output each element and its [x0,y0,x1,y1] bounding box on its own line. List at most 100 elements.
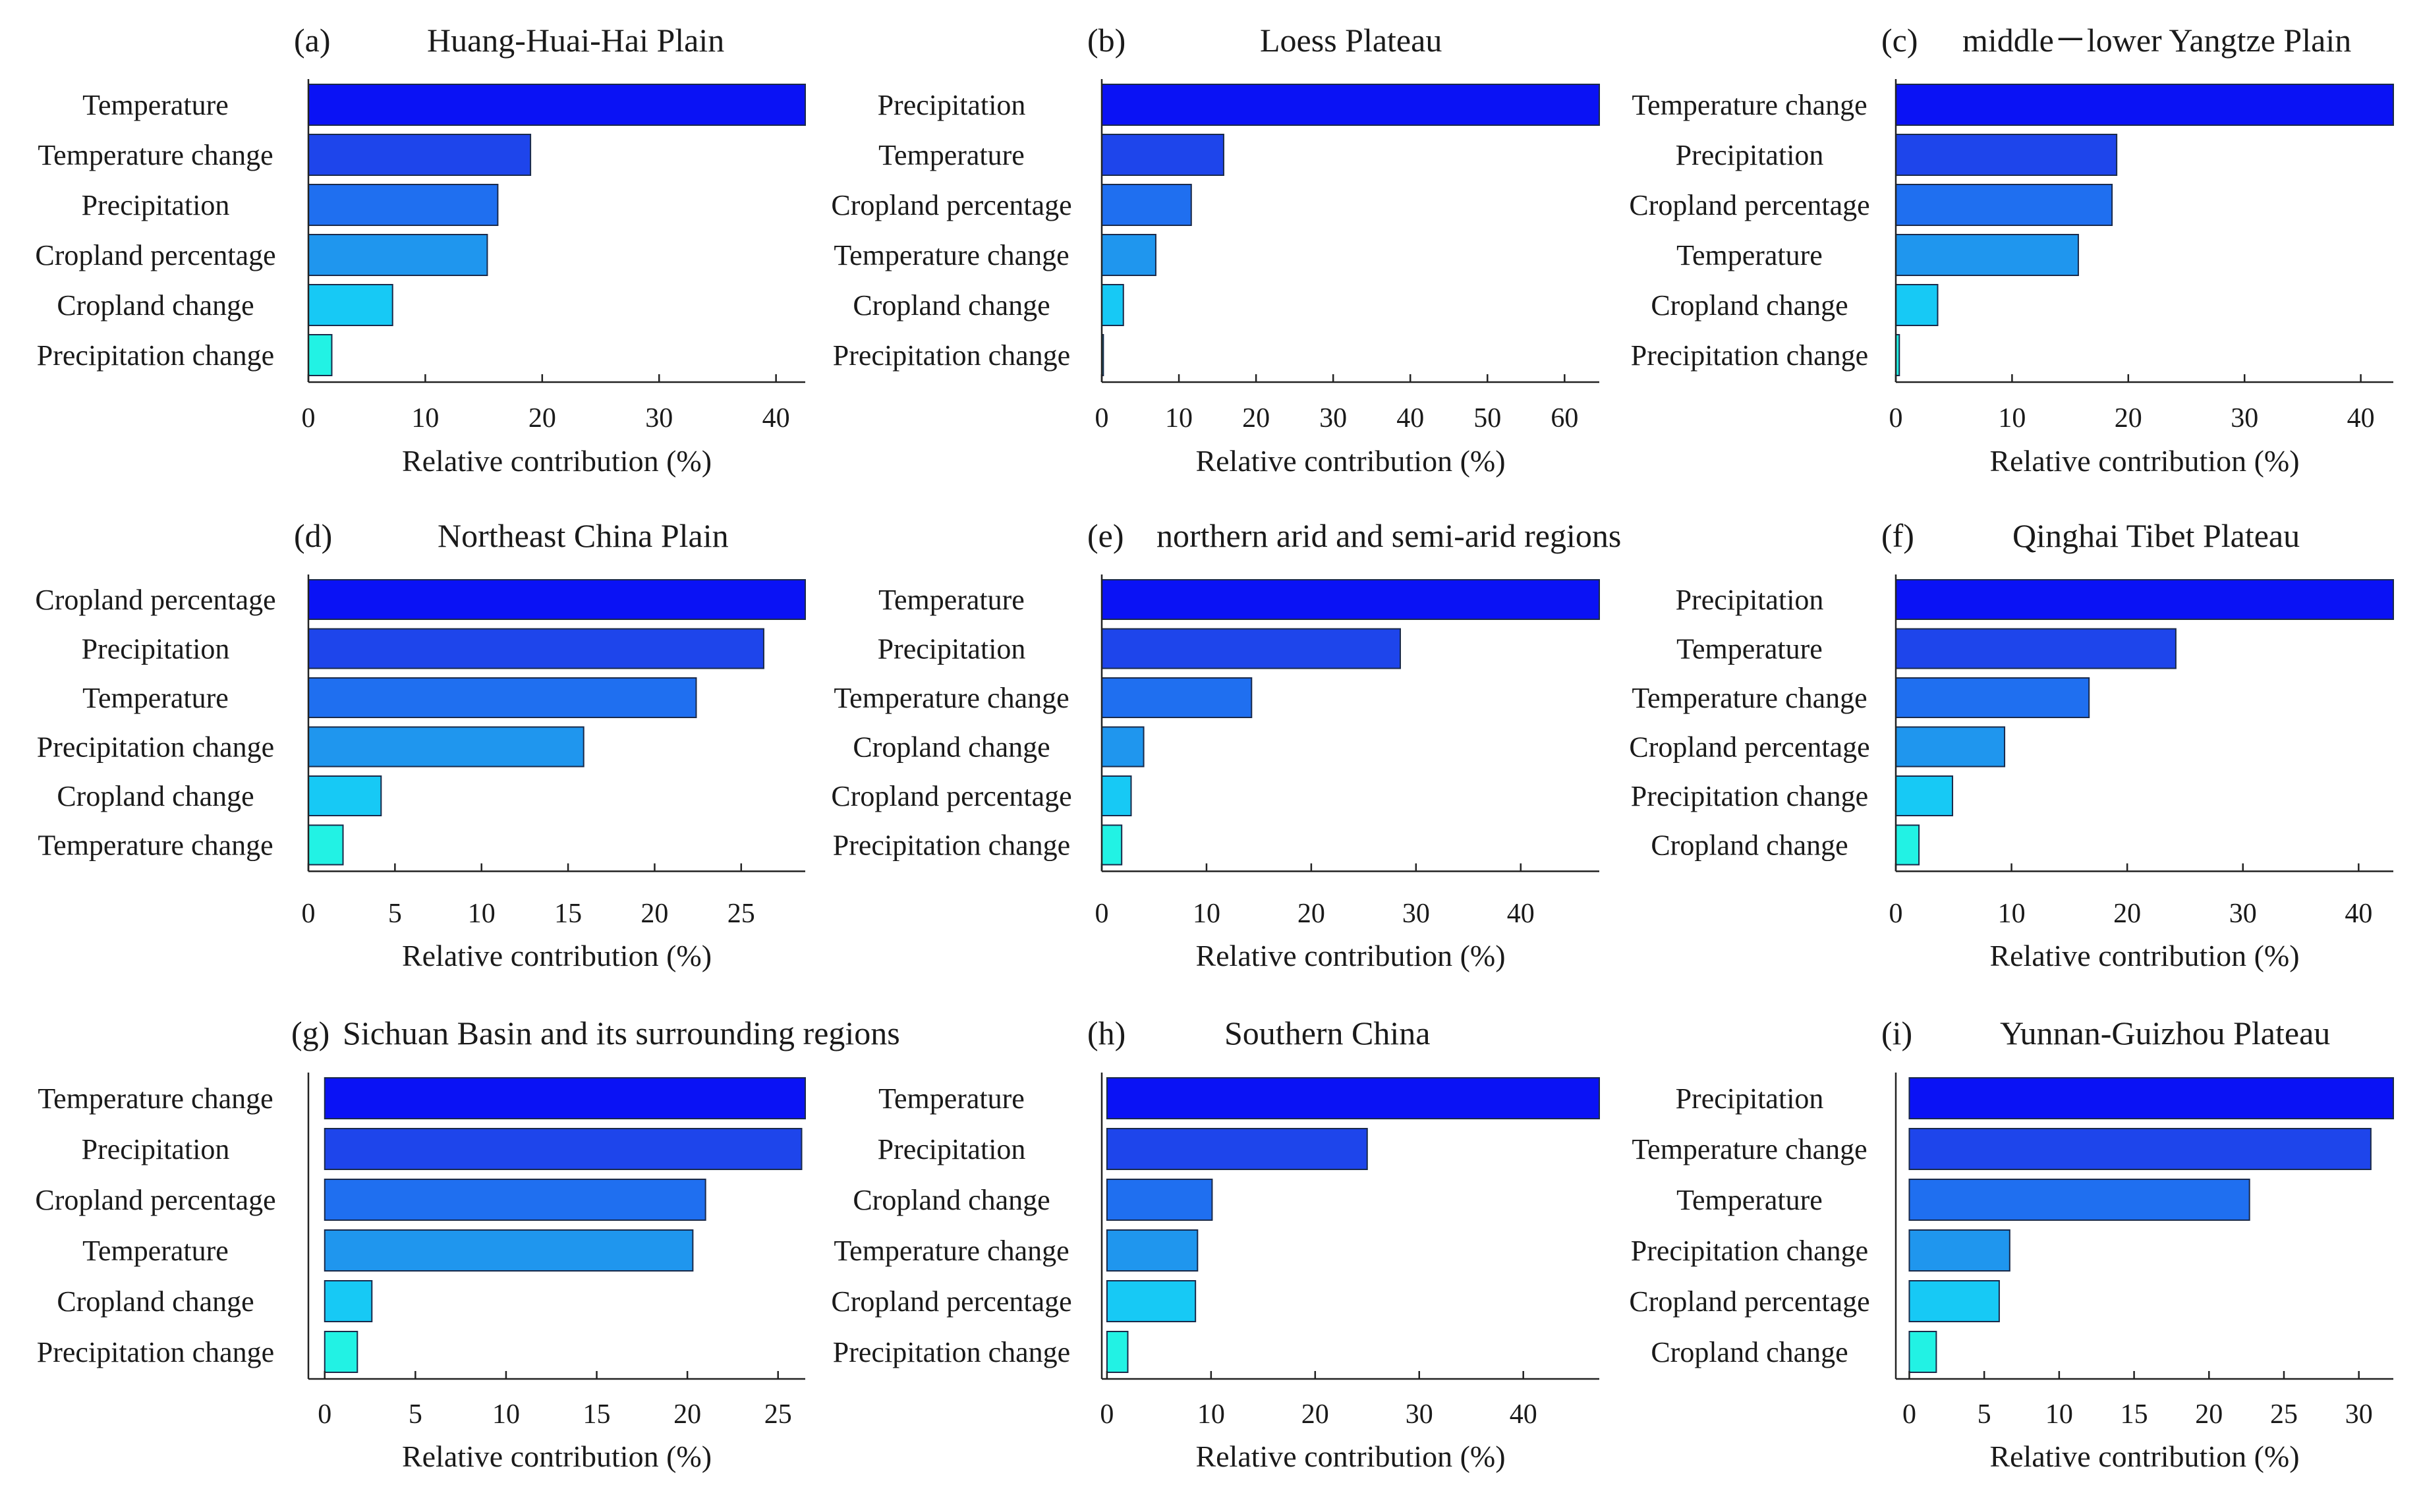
x-tick-label: 20 [2195,1399,2223,1430]
bar [1101,775,1132,816]
category-label: Precipitation change [1631,339,1868,372]
x-tick-label: 60 [1551,403,1578,434]
bar [308,334,333,376]
category-label: Precipitation [878,633,1026,665]
x-tick-label: 0 [302,899,316,929]
category-label: Cropland percentage [35,1184,275,1216]
x-tick-label: 15 [583,1399,611,1430]
x-axis-label: Relative contribution (%) [402,444,712,478]
x-tick-label: 15 [554,899,582,929]
x-axis-label: Relative contribution (%) [1989,1440,2299,1473]
x-tick-label: 20 [641,899,668,929]
bar [308,134,532,176]
x-axis-label: Relative contribution (%) [402,1440,712,1473]
bar [1895,134,2118,176]
category-label: Cropland percentage [35,239,275,271]
category-label: Temperature [878,1082,1025,1115]
bar [324,1179,706,1221]
panel-title: Southern China [1224,1015,1430,1051]
category-label: Temperature [1676,239,1823,271]
bar [1106,1128,1368,1170]
category-label: Precipitation change [37,339,274,372]
chart-panel: (c) middle－lower Yangtze Plain Temperature… [1629,22,2394,478]
category-label: Cropland percentage [35,584,275,616]
x-tick-label: 20 [1301,1399,1329,1430]
x-tick-label: 30 [1406,1399,1433,1430]
category-label: Temperature change [834,682,1069,714]
category-label: Temperature [878,139,1025,171]
bar [1101,579,1600,620]
category-label: Cropland percentage [831,189,1071,221]
x-tick-label: 40 [2345,899,2372,929]
category-label: Cropland percentage [1629,1285,1869,1318]
x-tick-label: 0 [1902,1399,1916,1430]
bar [1101,284,1124,326]
panel-label: (d) [294,517,332,554]
panel-title: Huang-Huai-Hai Plain [427,22,724,59]
x-tick-label: 25 [727,899,755,929]
bar [324,1280,373,1322]
x-tick-label: 0 [1100,1399,1114,1430]
x-axis-label: Relative contribution (%) [1195,444,1505,478]
category-label: Temperature change [1632,682,1867,714]
bar [324,1331,358,1373]
category-label: Temperature [1676,633,1823,665]
category-label: Temperature change [38,829,273,862]
category-label: Temperature change [1632,89,1867,121]
x-tick-label: 30 [1319,403,1347,434]
x-tick-label: 10 [1193,899,1220,929]
panel-title: Northeast China Plain [438,517,729,554]
x-tick-label: 40 [1510,1399,1537,1430]
panel-label: (h) [1087,1015,1125,1051]
bar [1106,1331,1129,1373]
category-label: Precipitation [1676,139,1824,171]
x-tick-label: 10 [1998,899,2026,929]
panel-title: middle－lower Yangtze Plain [1962,22,2351,59]
x-tick-label: 20 [528,403,556,434]
x-tick-label: 40 [1396,403,1424,434]
x-tick-label: 10 [1197,1399,1225,1430]
panel-title: Loess Plateau [1260,22,1442,59]
chart-panel: (e) northern arid and semi-arid regions Te… [831,517,1621,972]
bar [1895,284,1939,326]
panel-title: Yunnan-Guizhou Plateau [2000,1015,2330,1051]
x-tick-label: 30 [2229,899,2257,929]
x-tick-label: 10 [411,403,439,434]
bar [308,84,806,126]
x-tick-label: 0 [1095,899,1109,929]
category-label: Cropland percentage [831,1285,1071,1318]
x-tick-label: 5 [1978,1399,1991,1430]
x-tick-label: 30 [1402,899,1430,929]
chart-panel: (d) Northeast China Plain Cropland percent… [35,517,806,972]
category-label: Precipitation change [1631,780,1868,812]
bar [1101,628,1401,669]
x-tick-label: 30 [2345,1399,2373,1430]
category-label: Temperature [82,1235,229,1267]
bar [1908,1229,2010,1272]
x-tick-label: 0 [1889,403,1903,434]
x-tick-label: 0 [1889,899,1903,929]
panel-label: (c) [1881,22,1918,59]
bar [1106,1229,1199,1272]
category-label: Temperature change [1632,1133,1867,1165]
bar [1895,579,2394,620]
category-label: Precipitation change [37,1336,274,1368]
category-label: Precipitation change [833,1336,1070,1368]
bar [308,184,499,226]
x-axis-label: Relative contribution (%) [1989,939,2299,972]
bar [1101,134,1224,176]
bar [1895,677,2090,718]
category-label: Precipitation [82,1133,230,1165]
x-tick-label: 0 [318,1399,331,1430]
bar [1895,824,1920,866]
bar [1101,824,1123,866]
category-label: Cropland percentage [831,780,1071,812]
x-tick-label: 30 [645,403,673,434]
x-tick-label: 5 [409,1399,422,1430]
chart-panel: (h) Southern China Temperature Precipitatio… [831,1015,1600,1473]
category-label: Cropland change [1651,1336,1848,1368]
bar [1908,1128,2372,1170]
chart-panel: (b) Loess Plateau Precipitation Temperature… [831,22,1600,478]
bar [1106,1179,1213,1221]
category-label: Precipitation [1676,584,1824,616]
